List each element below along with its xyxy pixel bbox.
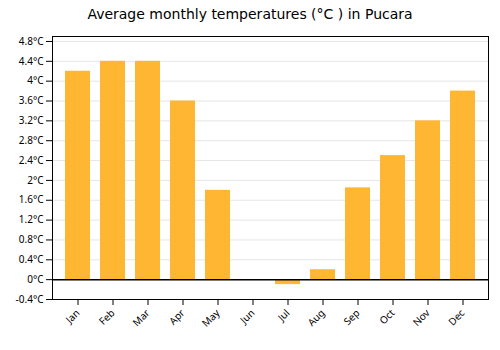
svg-text:2°C: 2°C xyxy=(27,173,44,187)
svg-text:4.4°C: 4.4°C xyxy=(19,54,44,68)
svg-text:Oct: Oct xyxy=(376,306,398,328)
svg-text:Apr: Apr xyxy=(166,306,188,328)
svg-text:1.2°C: 1.2°C xyxy=(19,212,44,226)
svg-text:Mar: Mar xyxy=(129,306,152,329)
svg-text:4.8°C: 4.8°C xyxy=(19,34,44,48)
svg-text:Jun: Jun xyxy=(236,306,257,327)
svg-text:Sep: Sep xyxy=(340,306,362,328)
svg-text:2.8°C: 2.8°C xyxy=(19,133,44,147)
svg-text:Dec: Dec xyxy=(445,306,468,329)
svg-text:3.2°C: 3.2°C xyxy=(19,113,44,127)
html-text:Average monthly temperatures (: Average monthly temperatures (°C ) in Pu… xyxy=(87,6,413,22)
svg-text:4°C: 4°C xyxy=(27,73,44,87)
svg-text:0.8°C: 0.8°C xyxy=(19,232,44,246)
svg-text:2.4°C: 2.4°C xyxy=(19,153,44,167)
svg-text:1.6°C: 1.6°C xyxy=(19,192,44,206)
svg-text:3.6°C: 3.6°C xyxy=(19,93,44,107)
svg-text:Aug: Aug xyxy=(304,306,327,329)
svg-text:-0.4°C: -0.4°C xyxy=(16,292,45,306)
svg-text:Nov: Nov xyxy=(409,305,433,329)
svg-text:0.4°C: 0.4°C xyxy=(19,252,44,266)
svg-text:0°C: 0°C xyxy=(27,272,44,286)
svg-text:May: May xyxy=(198,305,223,330)
svg-text:Jul: Jul xyxy=(274,306,293,325)
svg-text:Feb: Feb xyxy=(95,306,117,328)
svg-text:Jan: Jan xyxy=(62,306,83,327)
